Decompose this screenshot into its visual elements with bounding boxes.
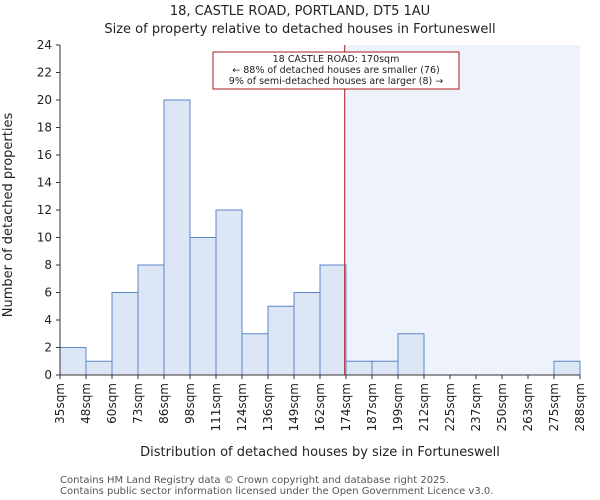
annotation-box [212,51,460,90]
y-tick-label-6: 6 [44,286,52,300]
bar-98sqm [189,237,217,376]
chart-title-line1: 18, CASTLE ROAD, PORTLAND, DT5 1AU [170,4,430,19]
bar-199sqm [397,333,425,376]
bar-73sqm [137,264,165,376]
bar-174sqm [345,360,373,376]
bar-60sqm [111,292,139,376]
bar-86sqm [163,99,191,376]
bar-48sqm [85,360,113,376]
annotation-line-2: ← 88% of detached houses are smaller (76… [232,65,439,76]
x-tick-label-111sqm: 111sqm [209,383,223,431]
y-axis-label: Number of detached properties [1,113,16,318]
x-tick-label-73sqm: 73sqm [131,383,145,424]
x-tick-label-237sqm: 237sqm [469,383,483,431]
x-tick-label-98sqm: 98sqm [183,383,197,424]
annotation-line-3: 9% of semi-detached houses are larger (8… [229,76,443,87]
bar-111sqm [215,209,243,376]
bar-275sqm [553,360,581,376]
x-tick-label-199sqm: 199sqm [391,383,405,431]
y-tick-label-10: 10 [37,231,52,245]
footer-line2: Contains public sector information licen… [60,486,493,497]
bar-162sqm [319,264,347,376]
x-tick-label-136sqm: 136sqm [261,383,275,431]
y-tick-label-12: 12 [37,203,52,217]
x-tick-label-60sqm: 60sqm [105,383,119,424]
y-tick-label-8: 8 [44,258,52,272]
bar-124sqm [241,333,269,376]
y-tick-label-20: 20 [37,93,52,107]
x-tick-label-35sqm: 35sqm [53,383,67,424]
annotation-line-1: 18 CASTLE ROAD: 170sqm [273,54,400,65]
y-tick-label-0: 0 [44,368,52,382]
x-tick-label-149sqm: 149sqm [287,383,301,431]
bar-149sqm [293,292,321,376]
y-tick-label-2: 2 [44,341,52,355]
y-tick-label-4: 4 [44,313,52,327]
y-tick-label-14: 14 [37,176,52,190]
x-tick-label-162sqm: 162sqm [313,383,327,431]
x-tick-label-124sqm: 124sqm [235,383,249,431]
x-tick-label-86sqm: 86sqm [157,383,171,424]
y-tick-label-18: 18 [37,121,52,135]
x-tick-label-263sqm: 263sqm [521,383,535,431]
larger-than-property-shade [344,45,580,375]
y-tick-label-16: 16 [37,148,52,162]
chart-title-line2: Size of property relative to detached ho… [104,22,495,37]
y-tick-label-24: 24 [37,38,52,52]
bar-187sqm [371,360,399,376]
x-tick-label-187sqm: 187sqm [365,383,379,431]
bar-35sqm [59,347,87,376]
footer-line1: Contains HM Land Registry data © Crown c… [60,475,449,486]
x-tick-label-288sqm: 288sqm [573,383,587,431]
y-tick-label-22: 22 [37,66,52,80]
x-tick-label-275sqm: 275sqm [547,383,561,431]
x-tick-label-174sqm: 174sqm [339,383,353,431]
x-tick-label-48sqm: 48sqm [79,383,93,424]
x-tick-label-250sqm: 250sqm [495,383,509,431]
x-axis-label: Distribution of detached houses by size … [140,445,500,460]
x-tick-label-225sqm: 225sqm [443,383,457,431]
bar-136sqm [267,305,295,376]
x-tick-label-212sqm: 212sqm [417,383,431,431]
